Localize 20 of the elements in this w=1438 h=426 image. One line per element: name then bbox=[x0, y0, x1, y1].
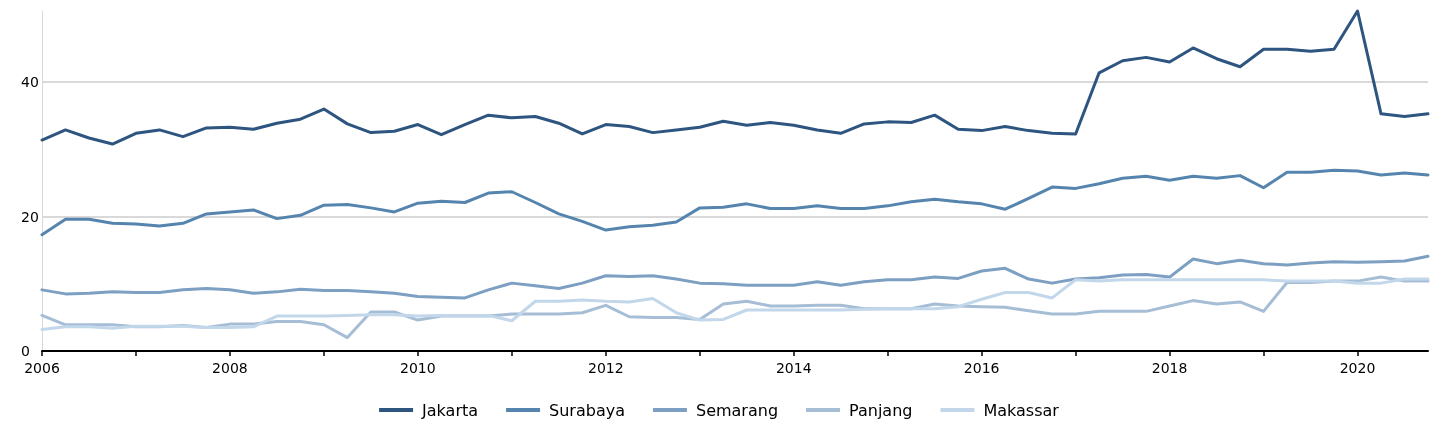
y-tick-label: 40 bbox=[21, 74, 39, 91]
x-tick-label: 2006 bbox=[24, 360, 60, 376]
line-series bbox=[40, 168, 1430, 237]
x-tick-label: 2008 bbox=[212, 360, 248, 376]
line-series bbox=[40, 277, 1430, 331]
line-series bbox=[40, 254, 1430, 300]
legend-label: Makassar bbox=[983, 400, 1060, 420]
legend-label: Surabaya bbox=[549, 400, 625, 420]
x-tick-label: 2016 bbox=[963, 360, 1000, 376]
x-tick-label: 2014 bbox=[775, 360, 812, 376]
line-series bbox=[40, 9, 1430, 146]
x-tick-label: 2010 bbox=[400, 360, 436, 376]
x-tick-label: 2018 bbox=[1151, 360, 1188, 376]
legend-label: Panjang bbox=[849, 400, 913, 420]
x-tick-label: 2012 bbox=[587, 360, 624, 376]
legend-label: Jakarta bbox=[421, 400, 479, 420]
y-tick-label: 20 bbox=[21, 208, 39, 225]
legend-label: Semarang bbox=[695, 400, 779, 420]
y-tick-label: 0 bbox=[21, 343, 30, 359]
x-tick-label: 2020 bbox=[1339, 360, 1376, 376]
